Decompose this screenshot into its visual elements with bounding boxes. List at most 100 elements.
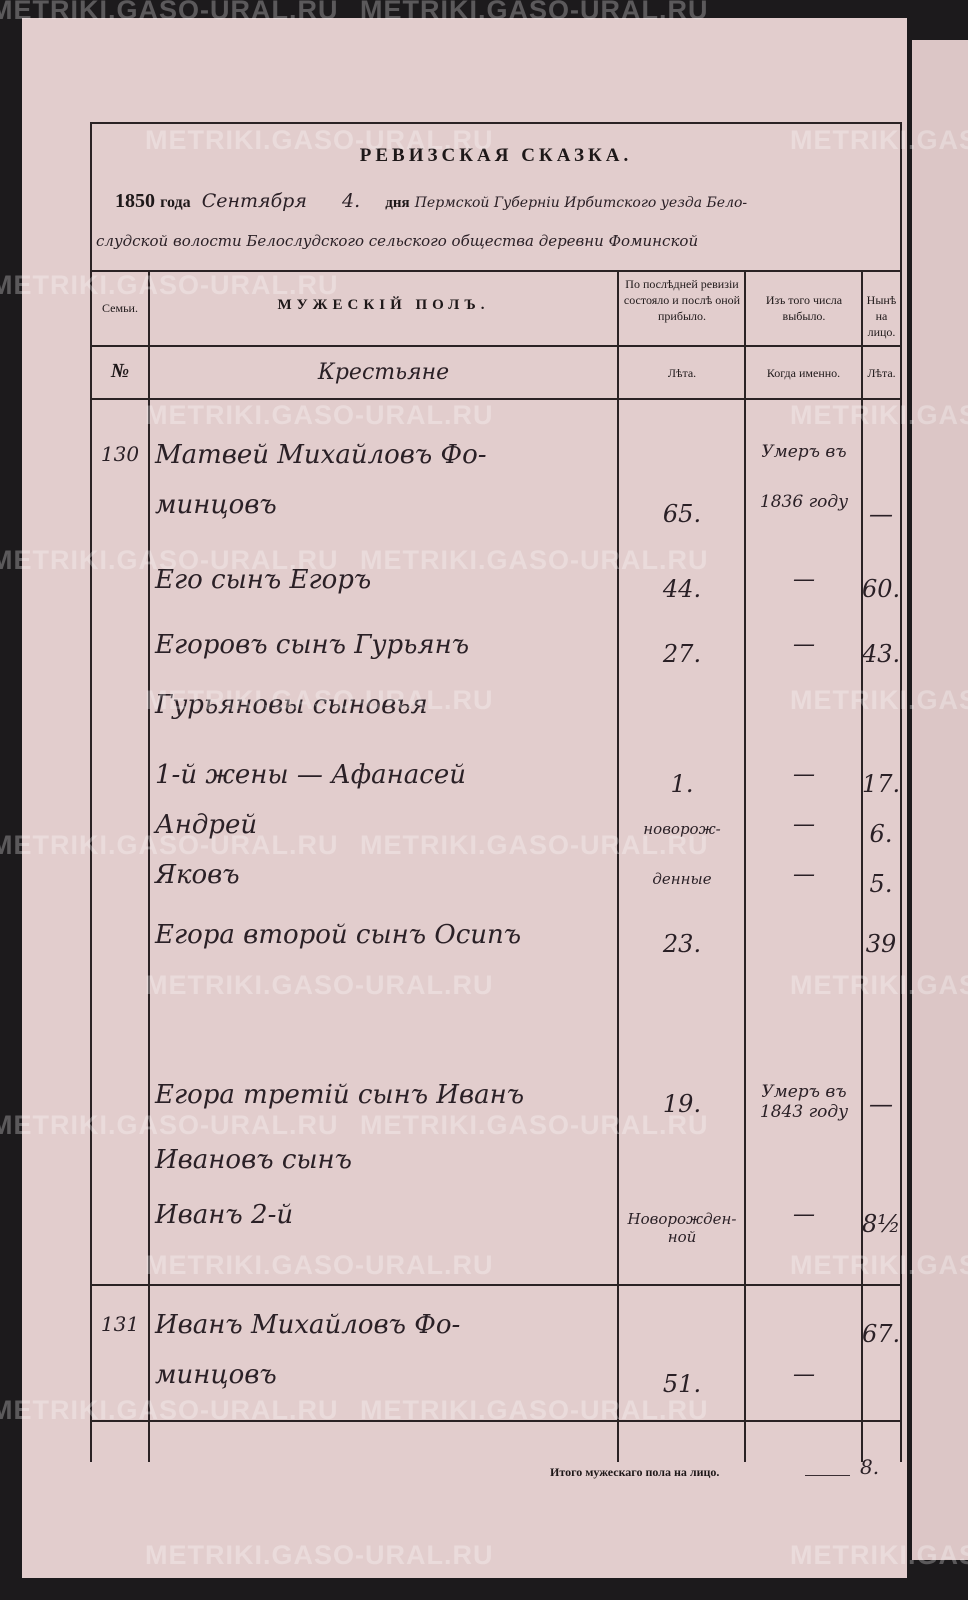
header-present: Нынѣ на лицо. <box>866 293 897 339</box>
watermark: METRIKI.GASO-URAL.RU <box>145 400 494 430</box>
row-name: 1-й жены — Афанасей <box>155 760 466 790</box>
row-name: минцовъ <box>155 1360 277 1390</box>
row-now: 43. <box>862 640 901 668</box>
row-when: Умеръ въ <box>761 442 847 462</box>
watermark: METRIKI.GASO-URAL.RU <box>0 830 339 860</box>
watermark: METRIKI.GASO-URAL.RU <box>0 1110 339 1140</box>
row-name: Ивановъ сынъ <box>155 1145 353 1175</box>
row-name: Матвей Михайловъ Фо- <box>155 440 487 470</box>
year-word: года <box>160 194 191 211</box>
watermark: METRIKI.GASO-URAL.RU <box>360 0 709 25</box>
row-age: 65. <box>662 500 702 528</box>
footer-total: 8. <box>860 1455 880 1479</box>
watermark: METRIKI.GASO-URAL.RU <box>790 125 968 155</box>
row-age: 23. <box>662 930 702 958</box>
date-line: 1850 года Сентября 4. дня Пермской Губер… <box>115 190 747 213</box>
row-now: 6. <box>869 820 893 848</box>
watermark: METRIKI.GASO-URAL.RU <box>360 545 709 575</box>
rule <box>900 122 902 1462</box>
watermark: METRIKI.GASO-URAL.RU <box>360 830 709 860</box>
row-now: 8½ <box>862 1210 901 1238</box>
watermark: METRIKI.GASO-URAL.RU <box>790 1250 968 1280</box>
row-name: Иванъ Михайловъ Фо- <box>155 1310 461 1340</box>
row-when: — <box>793 1362 815 1387</box>
rule <box>90 1284 902 1286</box>
row-name: Егора третiй сынъ Иванъ <box>155 1080 525 1110</box>
watermark: METRIKI.GASO-URAL.RU <box>145 1540 494 1570</box>
row-now: — <box>869 1090 893 1118</box>
watermark: METRIKI.GASO-URAL.RU <box>145 1250 494 1280</box>
row-when: — <box>793 812 815 837</box>
row-when: — <box>793 862 815 887</box>
row-age: 51. <box>662 1370 702 1398</box>
row-when: Умеръ въ 1843 году <box>759 1082 849 1122</box>
row-family-number: 130 <box>100 442 140 466</box>
footer-label: Итого мужескаго пола на лицо. <box>550 1465 720 1479</box>
row-now: 60. <box>862 575 901 603</box>
rule <box>90 398 902 400</box>
day: 4. <box>342 190 361 212</box>
year: 1850 <box>115 190 155 212</box>
row-age: 1. <box>670 770 694 798</box>
row-when: — <box>793 567 815 592</box>
watermark: METRIKI.GASO-URAL.RU <box>0 1395 339 1425</box>
table-border-top <box>90 122 902 124</box>
row-when: — <box>793 1202 815 1227</box>
row-age: 27. <box>662 640 702 668</box>
subheader-when: Когда именно. <box>766 366 841 380</box>
row-name: Егоровъ сынъ Гурьянъ <box>155 630 470 660</box>
rule <box>805 1475 850 1476</box>
rule <box>90 122 92 1462</box>
month: Сентября <box>201 190 307 212</box>
rule <box>617 270 619 1462</box>
subheader-years: Лѣта. <box>667 366 697 380</box>
row-age: новорож- <box>643 820 721 838</box>
next-page-edge <box>912 40 968 1560</box>
row-now: 67. <box>862 1320 901 1348</box>
watermark: METRIKI.GASO-URAL.RU <box>360 1395 709 1425</box>
row-name: минцовъ <box>155 490 277 520</box>
header-male: МУЖЕСКIЙ ПОЛЪ. <box>277 297 490 313</box>
row-name: Яковъ <box>155 860 240 890</box>
row-when: 1836 году <box>759 492 849 512</box>
subheader-years2: Лѣта. <box>867 366 896 380</box>
rule <box>148 270 150 1462</box>
row-when: — <box>793 762 815 787</box>
day-word: дня <box>385 195 410 211</box>
watermark: METRIKI.GASO-URAL.RU <box>790 685 968 715</box>
place-line-1: Пермской Губернiи Ирбитского уезда Бело- <box>414 195 748 211</box>
subheader-num: № <box>110 360 130 382</box>
row-now: 39 <box>865 930 897 958</box>
row-age: Новорожден-ной <box>627 1210 737 1246</box>
watermark: METRIKI.GASO-URAL.RU <box>790 400 968 430</box>
row-name: Егора второй сынъ Осипъ <box>155 920 522 950</box>
subheader-estate: Крестьяне <box>317 360 450 385</box>
rule <box>744 270 746 1462</box>
watermark: METRIKI.GASO-URAL.RU <box>145 125 494 155</box>
row-now: — <box>869 500 893 528</box>
watermark: METRIKI.GASO-URAL.RU <box>360 1110 709 1140</box>
row-when: — <box>793 632 815 657</box>
watermark: METRIKI.GASO-URAL.RU <box>790 1540 968 1570</box>
row-name: Гурьяновы сыновья <box>155 690 428 720</box>
header-last-revision: По послѣдней ревизiи состояло и послѣ он… <box>623 277 741 323</box>
row-name: Андрей <box>155 810 258 840</box>
watermark: METRIKI.GASO-URAL.RU <box>0 270 339 300</box>
row-now: 5. <box>869 870 893 898</box>
header-dropped: Изъ того числа выбыло. <box>765 293 843 323</box>
header-family: Семьи. <box>102 301 138 315</box>
rule <box>90 270 902 272</box>
row-age: 44. <box>662 575 702 603</box>
watermark: METRIKI.GASO-URAL.RU <box>0 0 339 25</box>
rule <box>90 345 902 347</box>
document-title: РЕВИЗСКАЯ СКАЗКА. <box>359 145 633 166</box>
document-page <box>22 18 907 1578</box>
watermark: METRIKI.GASO-URAL.RU <box>145 685 494 715</box>
row-age: 19. <box>662 1090 702 1118</box>
rule <box>90 1420 902 1422</box>
watermark: METRIKI.GASO-URAL.RU <box>145 970 494 1000</box>
row-family-number: 131 <box>100 1312 140 1336</box>
watermark: METRIKI.GASO-URAL.RU <box>0 545 339 575</box>
row-now: 17. <box>862 770 901 798</box>
watermark: METRIKI.GASO-URAL.RU <box>790 970 968 1000</box>
